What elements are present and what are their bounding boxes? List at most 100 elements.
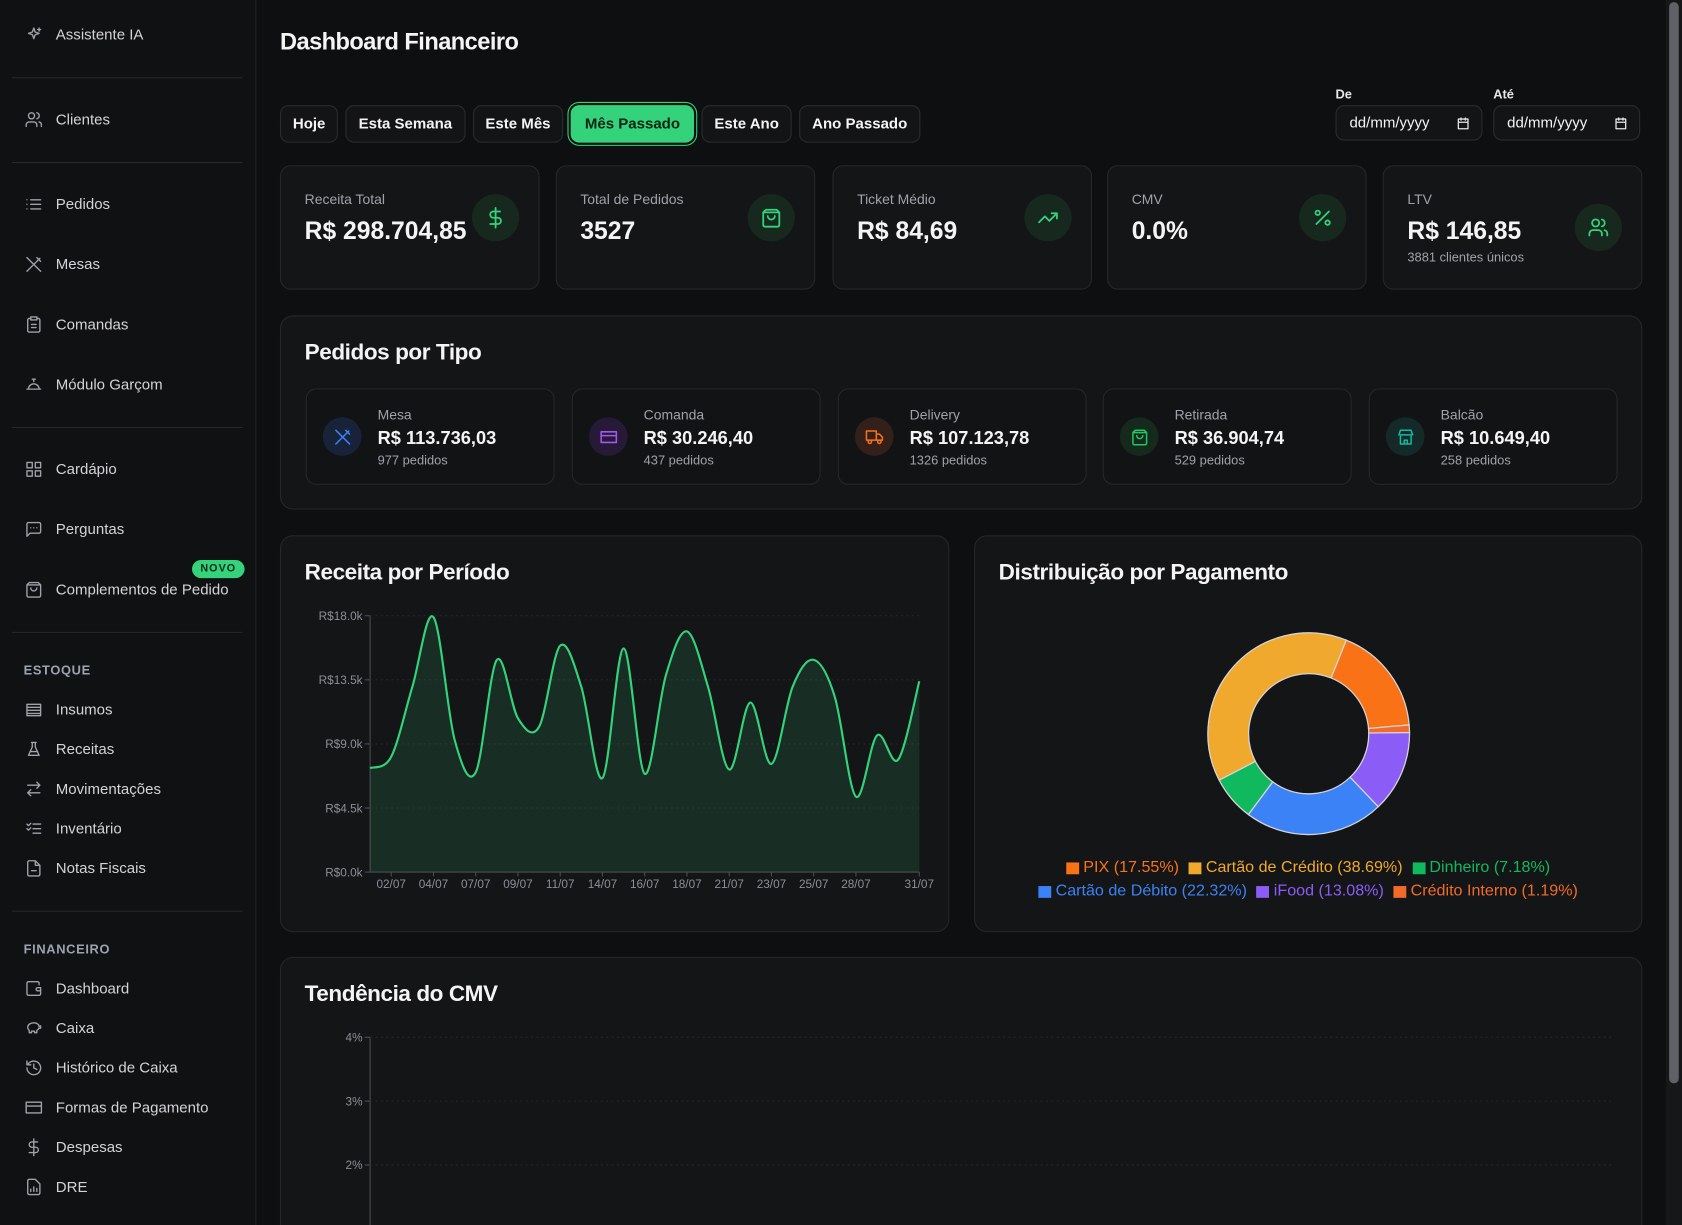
icon [25, 703, 41, 716]
order-type-icon-bg [588, 417, 628, 456]
sidebar-item[interactable]: Receitas [55, 740, 115, 758]
icon-path [1397, 428, 1413, 445]
filter-button[interactable]: Este Mês [472, 105, 564, 143]
icon-path [25, 198, 41, 210]
sidebar-item[interactable]: Formas de Pagamento [55, 1098, 209, 1116]
icon-path [489, 207, 502, 229]
icon-path [1314, 209, 1331, 226]
order-type-value: R$ 36.904,74 [1174, 428, 1285, 449]
page-title: Dashboard Financeiro [279, 27, 519, 55]
sidebar-item[interactable]: Mesas [55, 255, 101, 273]
icon-path [25, 461, 41, 477]
icon-path [1131, 428, 1147, 445]
icon [26, 859, 41, 877]
icon-path [28, 1137, 39, 1156]
icon-path [25, 703, 41, 716]
chart-title: Distribuição por Pagamento [998, 559, 1289, 585]
icon-path [25, 980, 41, 996]
scrollbar-thumb[interactable] [1669, 2, 1679, 1084]
icon-path [24, 111, 42, 127]
sidebar-item[interactable]: Cardápio [55, 460, 117, 478]
sidebar-item[interactable]: Dashboard [55, 979, 130, 997]
order-type-icon-bg [854, 417, 894, 456]
icon-path [24, 1101, 42, 1114]
sidebar-item[interactable]: Caixa [55, 1019, 95, 1037]
icon [334, 428, 350, 445]
filter-button[interactable]: Esta Semana [345, 105, 466, 143]
icon-path [25, 256, 41, 272]
order-type-label: Delivery [909, 406, 961, 423]
kpi-icon-bg [747, 194, 795, 242]
order-type-count: 258 pedidos [1440, 452, 1511, 468]
date-placeholder: dd/mm/yyyy [1349, 113, 1430, 131]
legend-item: PIX (17.55%) [1066, 858, 1179, 877]
sidebar-item[interactable]: Módulo Garçom [55, 375, 163, 393]
icon [1038, 212, 1058, 224]
order-type-count: 977 pedidos [377, 452, 448, 468]
sidebar-item[interactable]: Inventário [55, 819, 122, 837]
icon-path [1615, 117, 1627, 130]
sidebar-item[interactable]: Movimentações [55, 779, 161, 798]
filter-button[interactable]: Hoje [279, 105, 339, 143]
icon-path [26, 780, 41, 796]
kpi-value: 0.0% [1131, 216, 1188, 245]
sidebar-item[interactable]: Complementos de Pedido [55, 580, 229, 598]
sidebar-item[interactable]: Despesas [55, 1138, 123, 1156]
icon [27, 741, 40, 756]
legend-item: Dinheiro (7.18%) [1412, 858, 1550, 877]
icon-path [25, 378, 41, 390]
icon-path [25, 521, 41, 537]
icon [25, 822, 41, 834]
sidebar-item[interactable]: Pedidos [55, 195, 111, 213]
sidebar-item[interactable]: Notas Fiscais [55, 859, 146, 877]
sidebar-item[interactable]: Insumos [55, 700, 113, 718]
order-type-label: Balcão [1440, 406, 1484, 423]
date-input[interactable]: dd/mm/yyyy [1493, 105, 1641, 141]
icon [762, 208, 781, 228]
sidebar-divider [11, 631, 243, 633]
icon-path [26, 1178, 41, 1195]
sidebar-item[interactable]: Histórico de Caixa [55, 1058, 178, 1076]
kpi-value: R$ 298.704,85 [304, 216, 467, 245]
icon [26, 1178, 41, 1195]
icon [25, 256, 41, 272]
kpi-value: 3527 [580, 216, 636, 245]
icon [25, 521, 41, 537]
sidebar-item[interactable]: Assistente IA [55, 25, 144, 43]
sidebar-item[interactable]: Clientes [55, 110, 111, 128]
panel [279, 956, 1643, 1225]
kpi-note: 3881 clientes únicos [1407, 249, 1525, 265]
legend-swatch [1256, 885, 1270, 898]
icon-path [26, 315, 41, 333]
icon [24, 1101, 42, 1114]
legend-swatch [1393, 885, 1407, 898]
date-label: Até [1493, 86, 1514, 102]
order-type-value: R$ 113.736,03 [377, 428, 497, 449]
date-placeholder: dd/mm/yyyy [1507, 113, 1588, 131]
sidebar-item[interactable]: DRE [55, 1177, 88, 1195]
order-type-label: Comanda [643, 406, 705, 423]
date-input[interactable]: dd/mm/yyyy [1335, 105, 1483, 141]
kpi-label: LTV [1407, 190, 1432, 208]
icon-path [865, 429, 883, 444]
filter-button[interactable]: Este Ano [701, 105, 792, 143]
filter-button[interactable]: Ano Passado [799, 105, 921, 143]
sidebar-item[interactable]: Comandas [55, 315, 129, 333]
kpi-label: Total de Pedidos [580, 190, 684, 208]
kpi-label: Receita Total [304, 190, 386, 208]
sidebar-item[interactable]: Perguntas [55, 520, 125, 538]
legend-row: PIX (17.55%) Cartão de Crédito (38.69%) Di… [974, 858, 1642, 877]
kpi-value: R$ 146,85 [1407, 216, 1522, 245]
chart-title: Receita por Período [304, 559, 510, 585]
icon-path [26, 1021, 41, 1033]
kpi-icon-bg [1574, 203, 1622, 252]
filter-button[interactable]: Mês Passado [570, 105, 694, 143]
icon-path [1038, 212, 1058, 224]
icon [25, 461, 41, 477]
legend-item: Crédito Interno (1.19%) [1393, 882, 1578, 901]
legend-item: Cartão de Crédito (38.69%) [1188, 858, 1403, 877]
filter-bar: Hoje Esta Semana Este Mês Mês Passado Este A… [279, 105, 921, 143]
order-type-value: R$ 10.649,40 [1440, 428, 1551, 449]
